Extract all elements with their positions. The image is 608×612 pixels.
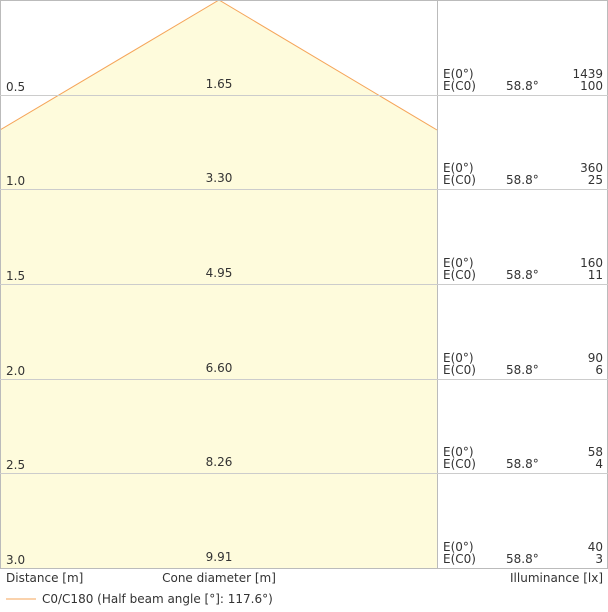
illuminance-label: Illuminance [lx] — [510, 571, 603, 585]
angle: 58.8° — [506, 79, 539, 93]
diameter: 4.95 — [206, 266, 233, 280]
e0-label: E(0°) — [443, 161, 474, 175]
e0-label: E(0°) — [443, 351, 474, 365]
ec0-value: 6 — [595, 363, 603, 377]
angle: 58.8° — [506, 552, 539, 566]
angle: 58.8° — [506, 173, 539, 187]
ec0-label: E(C0) — [443, 79, 476, 93]
ec0-value: 4 — [595, 457, 603, 471]
angle: 58.8° — [506, 457, 539, 471]
diameter: 9.91 — [206, 550, 233, 564]
ec0-label: E(C0) — [443, 363, 476, 377]
distance: 0.5 — [6, 80, 25, 94]
ec0-label: E(C0) — [443, 457, 476, 471]
diameter: 3.30 — [206, 171, 233, 185]
distance: 1.5 — [6, 269, 25, 283]
diameter: 8.26 — [206, 455, 233, 469]
e0-label: E(0°) — [443, 256, 474, 270]
e0-label: E(0°) — [443, 540, 474, 554]
ec0-value: 11 — [588, 268, 603, 282]
e0-label: E(0°) — [443, 67, 474, 81]
angle: 58.8° — [506, 363, 539, 377]
e0-value: 360 — [580, 161, 603, 175]
e0-value: 90 — [588, 351, 603, 365]
ec0-label: E(C0) — [443, 268, 476, 282]
e0-value: 160 — [580, 256, 603, 270]
diameter: 6.60 — [206, 361, 233, 375]
distance: 3.0 — [6, 553, 25, 567]
e0-value: 58 — [588, 445, 603, 459]
ec0-value: 3 — [595, 552, 603, 566]
legend-label: C0/C180 (Half beam angle [°]: 117.6°) — [42, 592, 273, 606]
e0-value: 40 — [588, 540, 603, 554]
distance: 1.0 — [6, 174, 25, 188]
cone-edge — [0, 0, 438, 131]
ec0-label: E(C0) — [443, 173, 476, 187]
ec0-value: 100 — [580, 79, 603, 93]
e0-value: 1439 — [572, 67, 603, 81]
ec0-value: 25 — [588, 173, 603, 187]
distance-label: Distance [m] — [6, 571, 83, 585]
e0-label: E(0°) — [443, 445, 474, 459]
ec0-label: E(C0) — [443, 552, 476, 566]
diameter-label: Cone diameter [m] — [162, 571, 276, 585]
angle: 58.8° — [506, 268, 539, 282]
distance: 2.0 — [6, 364, 25, 378]
distance: 2.5 — [6, 458, 25, 472]
diameter: 1.65 — [206, 77, 233, 91]
